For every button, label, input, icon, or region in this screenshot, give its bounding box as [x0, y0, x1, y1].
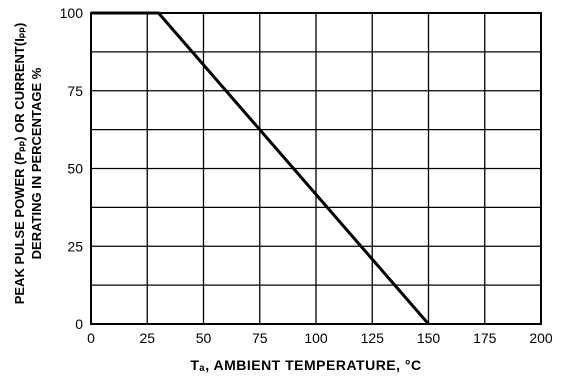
series-group	[91, 11, 430, 325]
x-tick-label: 75	[252, 330, 268, 346]
x-axis-label: Tₐ, AMBIENT TEMPERATURE, °C	[190, 357, 421, 373]
y-tick-label: 50	[67, 161, 83, 177]
y-tick-label: 0	[75, 316, 83, 332]
grid-lines	[91, 13, 541, 324]
x-tick-label: 150	[417, 330, 441, 346]
y-axis-label-line: PEAK PULSE POWER (Pₚₚ) OR CURRENT(Iₚₚ)	[12, 23, 27, 305]
series-line	[91, 11, 430, 325]
x-tick-label: 25	[139, 330, 155, 346]
y-tick-label: 25	[67, 238, 83, 254]
y-axis-label-line: DERATING IN PERCENTAGE %	[29, 67, 44, 259]
y-axis-label: PEAK PULSE POWER (Pₚₚ) OR CURRENT(Iₚₚ) DE…	[12, 23, 44, 305]
y-tick-label: 75	[67, 83, 83, 99]
x-tick-label: 175	[473, 330, 497, 346]
y-tick-label: 100	[60, 5, 84, 21]
x-tick-label: 125	[361, 330, 385, 346]
x-tick-labels: 0 25 50 75 100 125 150 175 200	[87, 330, 553, 346]
x-tick-label: 200	[529, 330, 553, 346]
x-tick-label: 0	[87, 330, 95, 346]
x-tick-label: 100	[304, 330, 328, 346]
y-tick-labels: 0 25 50 75 100	[60, 5, 84, 332]
x-tick-label: 50	[196, 330, 212, 346]
plot-frame	[90, 12, 542, 325]
